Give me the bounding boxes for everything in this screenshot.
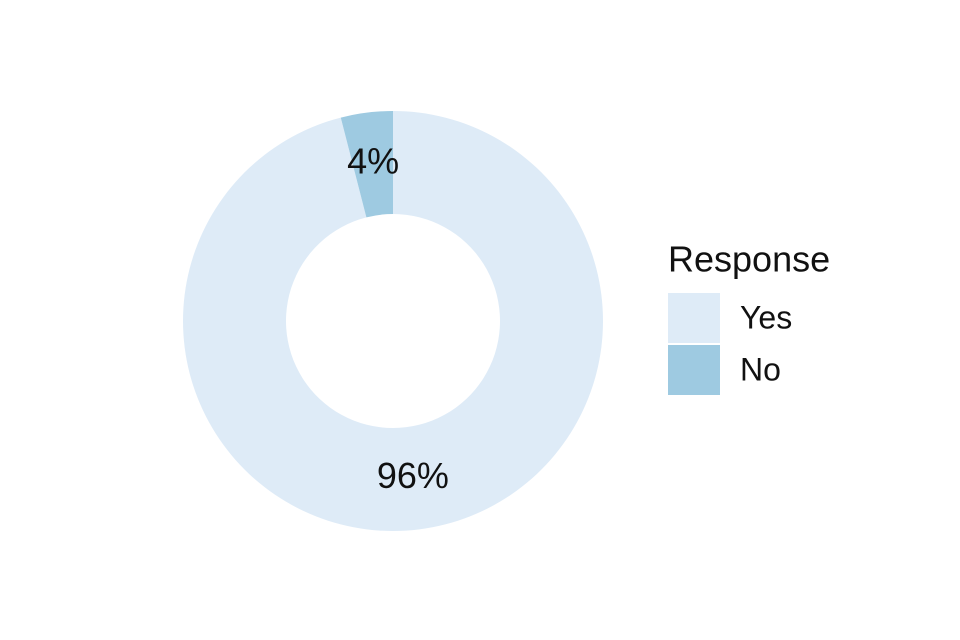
legend-label: Yes: [740, 299, 792, 335]
slice: [182, 111, 603, 531]
legend-swatch: [668, 345, 720, 395]
legend-label: No: [740, 351, 781, 387]
value-label: 96%: [377, 455, 449, 496]
value-label: 4%: [347, 140, 399, 181]
slice: [340, 111, 393, 218]
legend-title: Response: [668, 239, 830, 280]
legend-swatch: [668, 293, 720, 343]
